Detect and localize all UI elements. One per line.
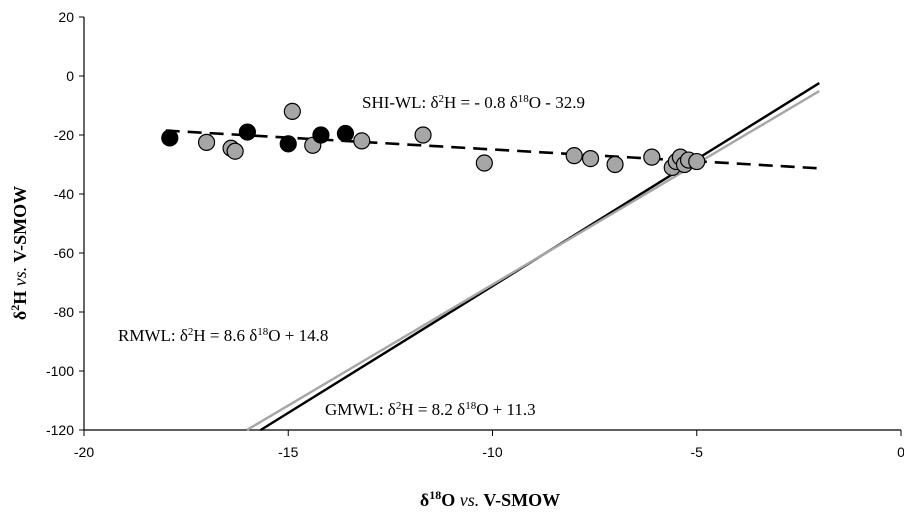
point-grey — [581, 150, 600, 168]
y-axis-title: δ2H vs. V-SMOW — [8, 186, 30, 320]
x-tick-label: 0 — [897, 444, 904, 460]
x-axis-title: δ18O vs. V-SMOW — [420, 488, 560, 510]
axes: 200-20-40-60-80-100-120-20 -15 -10 -5 0 — [46, 9, 904, 460]
x-tick-label: -5 — [691, 444, 704, 460]
point-black — [336, 124, 355, 143]
point-black — [161, 129, 179, 147]
point-grey — [688, 152, 706, 171]
point-grey — [226, 142, 244, 160]
annotation-rmwl: RMWL: δ2H = 8.6 δ18O + 14.8 — [118, 326, 328, 345]
y-tick-label: -60 — [54, 245, 74, 261]
point-grey — [643, 148, 661, 166]
y-tick-label: 20 — [58, 9, 74, 25]
y-tick-label: -80 — [54, 304, 74, 320]
point-black — [312, 126, 330, 144]
point-grey — [475, 154, 493, 172]
y-tick-label: -20 — [54, 127, 74, 143]
x-tick-label: -10 — [482, 444, 502, 460]
annotation-gmwl: GMWL: δ2H = 8.2 δ18O + 11.3 — [325, 400, 536, 419]
point-black — [279, 135, 297, 153]
point-grey — [283, 102, 301, 121]
point-grey — [565, 147, 583, 165]
y-tick-label: 0 — [66, 68, 74, 84]
regression-lines — [165, 82, 820, 432]
y-tick-label: -100 — [46, 363, 74, 379]
data-points — [161, 102, 706, 177]
y-tick-label: -120 — [46, 422, 74, 438]
point-grey — [353, 132, 371, 150]
x-tick-label: -20 — [74, 444, 94, 460]
x-tick-label: -15 — [278, 444, 298, 460]
point-black — [238, 123, 256, 141]
line-gmwl — [246, 90, 820, 431]
y-tick-label: -40 — [54, 186, 74, 202]
annotation-shi-wl: SHI-WL: δ2H = - 0.8 δ18O - 32.9 — [362, 93, 585, 112]
point-grey — [606, 155, 624, 174]
point-grey — [414, 126, 432, 144]
point-grey — [197, 133, 216, 151]
